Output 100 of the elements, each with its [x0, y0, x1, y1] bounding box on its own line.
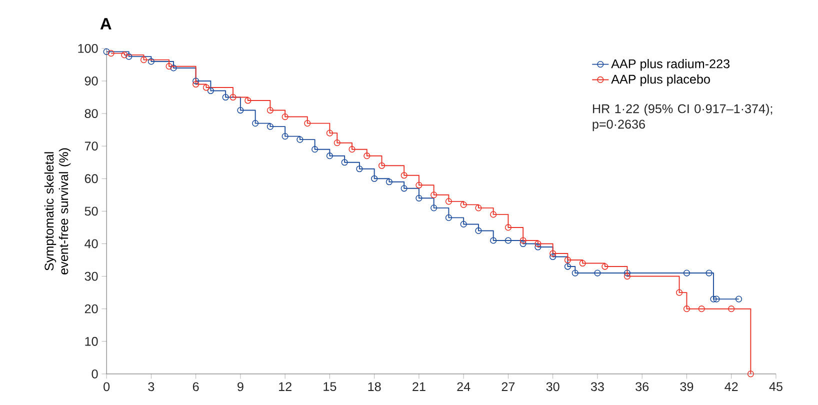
point — [460, 220, 467, 228]
point — [747, 370, 754, 378]
annotation: HR 1·22 (95% CI 0·917–1·374); p=0·2636 — [592, 104, 772, 132]
point — [624, 273, 631, 280]
point — [326, 130, 333, 136]
y-tick-label: 80 — [84, 109, 98, 118]
point — [594, 270, 601, 276]
chart-title: A — [100, 18, 112, 30]
x-tick-label: 27 — [502, 382, 515, 392]
point — [430, 192, 438, 198]
point — [579, 260, 586, 267]
x-tick-label: 30 — [546, 382, 560, 392]
point — [202, 84, 210, 91]
point — [520, 237, 526, 244]
point — [534, 240, 542, 248]
point — [282, 133, 288, 140]
point — [304, 120, 311, 127]
x-tick-label: 21 — [412, 382, 426, 392]
x-tick-label: 36 — [636, 382, 649, 392]
point — [416, 182, 422, 188]
point — [244, 97, 252, 104]
point — [564, 256, 572, 264]
point — [490, 237, 497, 244]
x-tick-label: 24 — [457, 382, 470, 392]
y-tick-label: 10 — [85, 336, 98, 346]
point — [698, 306, 705, 312]
point — [475, 204, 482, 212]
point — [364, 152, 370, 160]
point — [683, 270, 690, 276]
y-tick-label: 60 — [84, 174, 98, 184]
legend-label: AAP plus placebo — [611, 74, 710, 86]
point — [341, 159, 348, 166]
y-axis-title: Symptomatic skeletal event-free survival (%) — [44, 148, 71, 274]
point — [378, 162, 386, 169]
point — [550, 250, 556, 257]
point — [237, 107, 244, 114]
point — [126, 53, 132, 60]
legend-label: AAP plus radium-223 — [611, 59, 730, 71]
point — [207, 87, 214, 94]
x-tick-label: 3 — [148, 382, 154, 392]
point — [108, 50, 114, 57]
point — [312, 146, 318, 153]
point — [356, 166, 363, 172]
point — [400, 172, 408, 179]
point — [550, 253, 556, 260]
point — [504, 224, 512, 231]
point — [602, 263, 608, 270]
point — [252, 120, 259, 127]
point — [520, 240, 526, 248]
point — [400, 185, 408, 192]
x-tick-label: 39 — [680, 382, 694, 392]
x-tick-label: 18 — [368, 382, 381, 392]
point — [170, 64, 177, 72]
point — [416, 194, 422, 202]
y-tick-label: 0 — [92, 370, 98, 378]
point — [296, 136, 304, 143]
point — [713, 296, 720, 302]
y-tick-label: 40 — [84, 239, 98, 248]
point — [430, 204, 438, 212]
point — [166, 63, 172, 70]
point — [735, 296, 742, 302]
y-tick-label: 70 — [84, 142, 98, 151]
y-tick-label: 20 — [84, 304, 98, 314]
point — [445, 214, 452, 222]
point — [475, 227, 482, 234]
point — [534, 244, 542, 250]
point — [572, 270, 578, 276]
point — [624, 270, 631, 276]
point — [504, 237, 512, 244]
y-tick-label: 100 — [78, 44, 98, 53]
x-tick-label: 6 — [192, 382, 199, 392]
point — [148, 58, 154, 65]
point — [386, 178, 392, 186]
x-tick-label: 42 — [724, 382, 738, 392]
point — [564, 263, 572, 270]
point — [266, 123, 274, 130]
point — [192, 80, 200, 88]
point — [282, 114, 288, 120]
point — [140, 56, 148, 64]
point — [326, 152, 333, 160]
point — [683, 306, 690, 312]
point — [266, 107, 274, 114]
x-tick-label: 9 — [238, 382, 244, 392]
point — [371, 175, 378, 182]
point — [676, 289, 683, 296]
point — [348, 146, 356, 153]
point — [710, 296, 717, 302]
point — [222, 94, 229, 101]
point — [728, 306, 735, 312]
x-tick-label: 0 — [104, 382, 110, 392]
point — [103, 48, 110, 56]
y-tick-label: 90 — [84, 76, 98, 86]
point — [230, 94, 236, 101]
x-tick-label: 45 — [769, 382, 782, 392]
point — [490, 211, 497, 218]
x-tick-label: 33 — [590, 382, 604, 392]
x-tick-label: 12 — [279, 382, 292, 392]
point — [460, 201, 467, 208]
point — [445, 198, 452, 205]
y-tick-label: 30 — [84, 272, 98, 281]
